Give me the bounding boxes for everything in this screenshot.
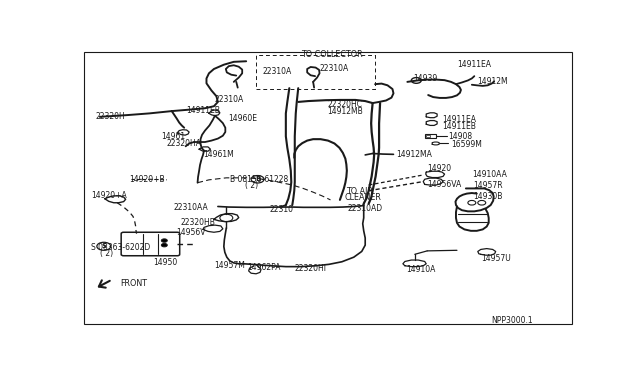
Text: 22320H: 22320H xyxy=(96,112,125,121)
Text: 14908: 14908 xyxy=(448,132,472,141)
Text: 22320HA: 22320HA xyxy=(167,139,202,148)
Text: TO AIR: TO AIR xyxy=(346,187,373,196)
Text: B 08156-61228: B 08156-61228 xyxy=(230,175,289,185)
Text: 14956VA: 14956VA xyxy=(428,180,461,189)
Text: 22310A: 22310A xyxy=(262,67,292,76)
Text: 22320HI: 22320HI xyxy=(294,264,326,273)
Text: B: B xyxy=(255,176,260,182)
Text: 14960E: 14960E xyxy=(228,114,257,123)
Text: 14961M: 14961M xyxy=(203,150,234,158)
Text: TO COLLECTOR: TO COLLECTOR xyxy=(301,50,362,59)
Text: 14950: 14950 xyxy=(154,259,178,267)
Text: 14911EA: 14911EA xyxy=(442,115,476,124)
Text: 14912M: 14912M xyxy=(477,77,508,86)
Text: FRONT: FRONT xyxy=(121,279,148,288)
Text: 14920: 14920 xyxy=(428,164,451,173)
Circle shape xyxy=(161,243,167,247)
Text: 14911EB: 14911EB xyxy=(187,106,221,115)
Text: 22310A: 22310A xyxy=(319,64,348,74)
Bar xyxy=(425,134,436,138)
Text: 14939: 14939 xyxy=(413,74,438,83)
Text: 14920+B: 14920+B xyxy=(129,175,165,184)
Text: 22310A: 22310A xyxy=(215,94,244,103)
Text: 14910A: 14910A xyxy=(406,265,436,274)
Text: CLEANER: CLEANER xyxy=(344,193,381,202)
Text: 14911EA: 14911EA xyxy=(457,60,491,69)
Text: NPP3000.1: NPP3000.1 xyxy=(492,316,533,325)
Text: 22310AD: 22310AD xyxy=(348,204,383,213)
Text: 22310AA: 22310AA xyxy=(173,203,208,212)
Text: 14920+A: 14920+A xyxy=(91,190,127,199)
Text: S 08363-6202D: S 08363-6202D xyxy=(91,243,150,251)
Circle shape xyxy=(161,239,167,242)
Bar xyxy=(426,135,430,137)
Text: 14957M: 14957M xyxy=(214,261,244,270)
Text: 22320HC: 22320HC xyxy=(327,100,362,109)
Text: 16599M: 16599M xyxy=(451,140,482,149)
Text: 14911EB: 14911EB xyxy=(442,122,476,131)
Text: 14961: 14961 xyxy=(161,132,185,141)
Text: 22320HB: 22320HB xyxy=(180,218,215,227)
Text: 14930B: 14930B xyxy=(474,192,502,201)
Text: ( 2): ( 2) xyxy=(245,182,259,190)
Bar xyxy=(256,55,375,89)
Text: 14962PA: 14962PA xyxy=(247,263,281,272)
Text: 14957U: 14957U xyxy=(481,254,511,263)
Text: 14910AA: 14910AA xyxy=(472,170,507,179)
Text: 22310: 22310 xyxy=(270,205,294,214)
Text: 14912MA: 14912MA xyxy=(396,150,433,158)
Text: ( 2): ( 2) xyxy=(100,248,113,258)
Text: 14956V: 14956V xyxy=(176,228,205,237)
Text: S: S xyxy=(101,243,106,249)
Text: 14912MB: 14912MB xyxy=(327,108,363,116)
Text: 14957R: 14957R xyxy=(474,181,503,190)
